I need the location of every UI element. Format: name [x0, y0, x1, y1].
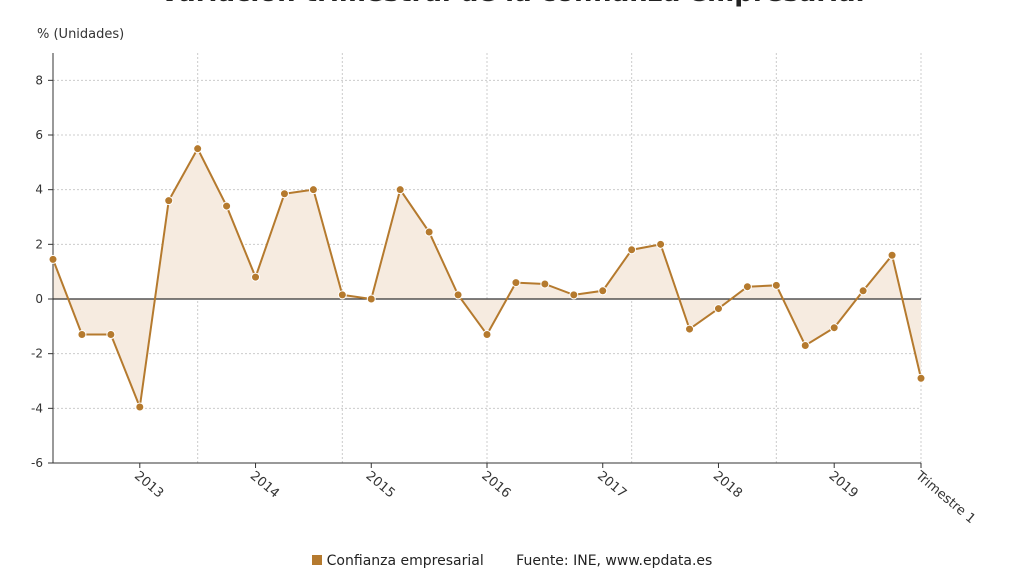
data-point: [222, 201, 232, 211]
data-point: [251, 272, 261, 282]
data-point: [511, 278, 521, 288]
y-tick-label: 6: [35, 128, 43, 142]
data-point: [627, 245, 637, 255]
data-point: [337, 290, 347, 300]
data-point: [164, 196, 174, 206]
data-point: [453, 290, 463, 300]
x-tick-label: 2016: [478, 469, 513, 502]
data-point: [887, 250, 897, 260]
y-tick-label: 2: [35, 237, 43, 251]
data-point: [193, 144, 203, 154]
y-tick-label: 4: [35, 183, 43, 197]
y-tick-label: 0: [35, 292, 43, 306]
data-point: [829, 323, 839, 333]
data-point: [742, 282, 752, 292]
x-tick-label: 2018: [710, 469, 745, 502]
data-point: [598, 286, 608, 296]
data-point: [800, 340, 810, 350]
legend: Confianza empresarial Fuente: INE, www.e…: [0, 553, 1024, 569]
data-point: [106, 330, 116, 340]
x-tick-label: 2017: [594, 469, 629, 502]
x-tick-label: 2019: [826, 469, 861, 502]
source-label: Fuente: INE, www.epdata.es: [516, 553, 713, 569]
data-point: [540, 279, 550, 289]
legend-swatch: [311, 555, 322, 565]
series-area: [53, 148, 921, 407]
data-point: [569, 290, 579, 300]
data-point: [308, 185, 318, 195]
data-point: [366, 294, 376, 304]
data-point: [685, 324, 695, 334]
x-tick-label: Trimestre 1: [912, 468, 975, 527]
data-point: [916, 373, 926, 383]
data-point: [48, 254, 58, 264]
data-point: [656, 239, 666, 249]
data-point: [424, 227, 434, 237]
y-axis-label: % (Unidades): [37, 27, 124, 42]
data-point: [395, 185, 405, 195]
data-point: [858, 286, 868, 296]
x-tick-label: 2015: [363, 469, 398, 502]
data-point: [771, 280, 781, 290]
y-tick-label: -2: [31, 347, 43, 361]
data-point: [77, 330, 87, 340]
x-tick-label: 2014: [247, 469, 282, 502]
y-tick-label: -4: [31, 401, 43, 415]
data-point: [135, 402, 145, 412]
y-tick-label: -6: [31, 456, 43, 470]
data-point: [482, 330, 492, 340]
y-tick-label: 8: [35, 73, 43, 87]
data-point: [279, 189, 289, 199]
chart-title: Variación trimestral de la confianza emp…: [0, 0, 1024, 8]
data-point: [713, 304, 723, 314]
line-chart: % (Unidades) -6 -4 -2 0 2 4 6 8 2013 2014 2015 2016 2…: [31, 27, 975, 527]
legend-series-label: Confianza empresarial: [326, 553, 484, 569]
x-tick-label: 2013: [131, 469, 166, 502]
